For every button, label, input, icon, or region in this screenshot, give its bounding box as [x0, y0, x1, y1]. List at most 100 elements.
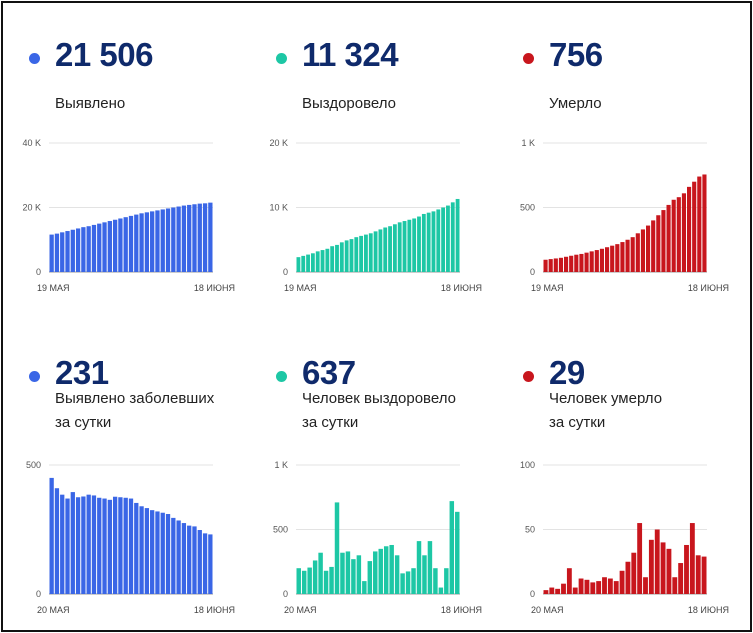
bar	[112, 219, 118, 272]
bar	[301, 570, 307, 594]
bar	[318, 552, 323, 594]
y-tick-label: 0	[530, 267, 535, 277]
bar	[150, 211, 155, 272]
panel-cum-recovered: 11 324 Выздоровело 0 10 K 20 K 19 МАЯ 18 ИЮН…	[250, 3, 490, 303]
bar	[701, 556, 707, 594]
bar	[310, 253, 315, 272]
red-dot-icon	[523, 53, 534, 64]
bar	[438, 587, 444, 594]
panel-cum-deaths: 756 Умерло 0 500 1 K 19 МАЯ 18 ИЮНЯ	[497, 3, 737, 303]
bar	[54, 233, 60, 272]
bar	[672, 577, 678, 594]
bar	[65, 231, 70, 272]
x-end-label: 18 ИЮНЯ	[441, 605, 482, 615]
bar	[625, 239, 630, 272]
x-end-label: 18 ИЮНЯ	[441, 283, 482, 293]
bar	[60, 232, 65, 272]
bar	[171, 517, 176, 594]
bar	[334, 502, 340, 594]
bar	[160, 209, 165, 272]
bar	[449, 501, 455, 594]
bar	[422, 555, 427, 594]
y-tick-label: 500	[273, 525, 288, 535]
x-end-label: 18 ИЮНЯ	[688, 605, 729, 615]
x-end-label: 18 ИЮНЯ	[688, 283, 729, 293]
bar	[605, 247, 610, 272]
bar	[564, 256, 569, 272]
bar	[176, 206, 181, 272]
bar	[615, 244, 620, 272]
bar	[181, 523, 187, 594]
y-tick-label: 0	[36, 589, 41, 599]
bar	[417, 216, 421, 272]
bar	[631, 552, 637, 594]
bar	[171, 207, 176, 272]
chart-daily-detected: 0 500 20 МАЯ 18 ИЮНЯ	[26, 460, 235, 615]
bar	[431, 211, 436, 272]
bar	[610, 245, 615, 272]
bar	[572, 587, 578, 594]
bar	[436, 209, 441, 272]
bar	[689, 523, 695, 594]
stat-label: Выздоровело	[302, 95, 397, 112]
bar	[602, 577, 607, 594]
chart-daily-deaths: 0 50 100 20 МАЯ 18 ИЮНЯ	[520, 460, 729, 615]
bar	[91, 224, 97, 272]
x-end-label: 18 ИЮНЯ	[194, 605, 235, 615]
bar	[187, 525, 192, 594]
bar	[383, 546, 389, 594]
y-tick-label: 500	[520, 203, 535, 213]
bar	[118, 218, 123, 272]
bar	[192, 526, 197, 594]
bar	[359, 235, 364, 272]
bar	[81, 496, 86, 594]
bar	[426, 212, 431, 272]
bar	[139, 213, 144, 272]
stat-label: Человек умерло за сутки	[549, 390, 663, 431]
bar	[356, 555, 362, 594]
bar	[306, 254, 310, 272]
bar	[75, 497, 81, 594]
bar	[165, 208, 171, 272]
bar	[367, 561, 373, 594]
x-end-label: 18 ИЮНЯ	[194, 283, 235, 293]
bar	[351, 559, 356, 594]
bar	[134, 214, 139, 272]
stat-value: 21 506	[55, 36, 153, 73]
bar	[345, 551, 351, 594]
bar	[589, 251, 594, 272]
bar	[373, 551, 378, 594]
bar	[75, 228, 81, 272]
stat-value: 637	[302, 354, 356, 391]
bar	[392, 224, 397, 272]
bar	[330, 246, 335, 272]
y-tick-label: 0	[36, 267, 41, 277]
bar	[112, 496, 118, 594]
bar	[666, 204, 671, 272]
bar	[656, 215, 661, 272]
bar	[637, 523, 643, 594]
bar	[339, 242, 344, 272]
bar	[86, 226, 91, 272]
bar	[402, 221, 407, 272]
bar	[695, 555, 701, 594]
bar	[411, 568, 416, 594]
bar	[427, 541, 433, 594]
bar	[165, 514, 171, 594]
bar	[613, 581, 619, 594]
bar	[421, 213, 426, 272]
bar	[681, 193, 687, 272]
bar	[325, 248, 330, 272]
bar	[441, 207, 446, 272]
bar	[86, 494, 91, 594]
bar	[661, 210, 666, 272]
stat-label: Умерло	[549, 95, 602, 112]
bar	[416, 541, 422, 594]
bar	[561, 583, 566, 594]
stat-label: Человек выздоровело за сутки	[302, 390, 456, 431]
bar	[301, 255, 306, 273]
bar	[102, 222, 107, 272]
stat-value: 29	[549, 354, 585, 391]
bar	[49, 234, 54, 272]
bar	[65, 498, 70, 594]
